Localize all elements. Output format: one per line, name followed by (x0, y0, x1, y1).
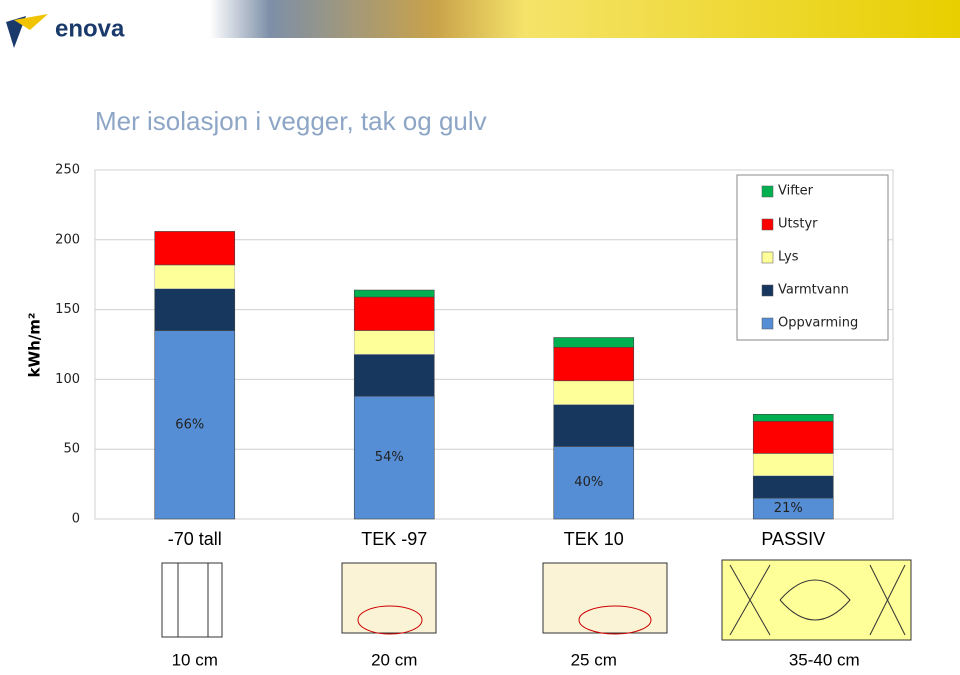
legend-swatch (761, 251, 774, 264)
wall-sketch (357, 605, 423, 635)
bar-segment (553, 337, 635, 348)
x-tick-label: -70 tall (168, 529, 222, 549)
bar-segment (353, 353, 435, 397)
bar-segment (752, 475, 834, 499)
wall-sketch (729, 564, 906, 636)
wall-sketches (161, 559, 912, 641)
bar-segment (154, 330, 236, 520)
bar-segment (154, 264, 236, 289)
legend-label: Oppvarming (778, 316, 858, 331)
bar-segment (353, 296, 435, 331)
legend-swatch (761, 284, 774, 297)
bar-segment (353, 289, 435, 298)
wall-sketch (721, 559, 912, 641)
x-tick-label: PASSIV (761, 529, 825, 549)
legend-label: Utstyr (778, 217, 818, 232)
bar-segment (553, 446, 635, 520)
legend-swatch (761, 185, 774, 198)
y-tick-label: 0 (72, 512, 80, 527)
bar-segment (752, 420, 834, 454)
y-tick-label: 150 (55, 302, 80, 317)
insulation-label: 20 cm (371, 650, 417, 669)
legend-label: Vifter (778, 184, 814, 199)
logo-mark (14, 14, 48, 30)
bar-segment (154, 231, 236, 266)
y-tick-label: 100 (55, 372, 80, 387)
wall-sketch (542, 562, 668, 634)
legend-label: Varmtvann (778, 283, 849, 298)
y-tick-label: 250 (55, 163, 80, 178)
legend-swatch (761, 218, 774, 231)
bar-segment (353, 395, 435, 520)
chart: 0 50 100 150 200 250 66% -70 tall 10 cm 54% TEK -9… (55, 163, 893, 669)
bar-segment (752, 413, 834, 422)
bar-segment (154, 288, 236, 331)
legend-swatch (761, 317, 774, 330)
bar-segment (553, 404, 635, 447)
x-tick-label: TEK -97 (361, 529, 427, 549)
y-tick-label: 50 (63, 442, 80, 457)
logo-text: enova (55, 15, 125, 42)
x-tick-label: TEK 10 (564, 529, 624, 549)
y-tick-label: 200 (55, 232, 80, 247)
wall-sketch (177, 562, 209, 638)
share-label: 54% (375, 450, 404, 465)
slide-title: Mer isolasjon i vegger, tak og gulv (95, 106, 487, 136)
share-label: 21% (774, 501, 803, 516)
share-label: 40% (574, 475, 603, 490)
bar-segment (553, 380, 635, 405)
insulation-label: 25 cm (571, 650, 617, 669)
share-label: 66% (175, 417, 204, 432)
insulation-label: 35-40 cm (789, 650, 860, 669)
wall-sketch (578, 605, 652, 635)
bar-segment (752, 453, 834, 477)
y-axis-label: kWh/m² (26, 313, 44, 378)
legend-label: Lys (778, 250, 799, 265)
bar-segment (553, 346, 635, 382)
banner (210, 0, 960, 38)
insulation-label: 10 cm (172, 650, 218, 669)
bar-segment (353, 330, 435, 355)
